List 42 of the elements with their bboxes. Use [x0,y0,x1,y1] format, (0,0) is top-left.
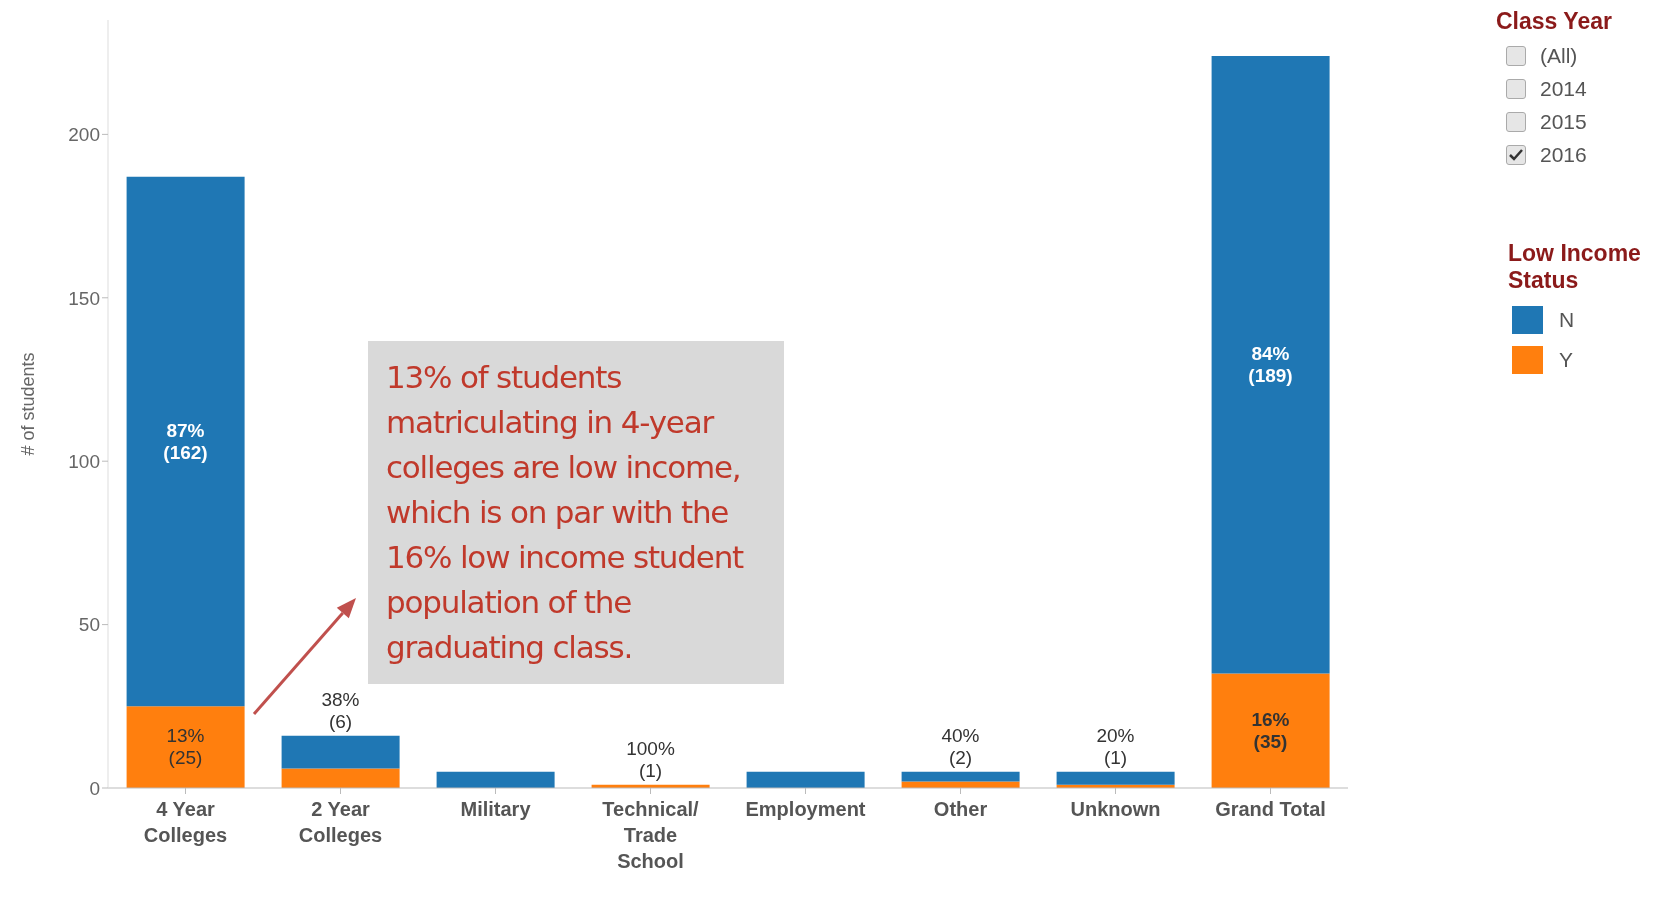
data-label: 100% (1) [626,737,675,781]
text: (All) [1540,44,1578,68]
bar [281,735,400,769]
x-tick-label: Technical/ Trade School [602,798,700,872]
data-label: 87% (162) [163,419,208,463]
x-tick-label: 2 Year Colleges [298,798,383,846]
y-tick-label: 0 [89,777,100,799]
legend-title: Low Income Status [1508,240,1642,294]
bar [1211,673,1330,788]
legend-label: N [1559,308,1575,332]
bar [901,781,1020,788]
bar [1056,771,1175,785]
data-label: 16% (35) [1251,708,1290,752]
data-label: 20% (1) [1096,724,1135,768]
x-tick-label: Other [933,798,988,820]
bar [126,176,245,707]
bar [281,768,400,788]
x-tick-label: Employment [745,798,866,820]
text: 2014 [1540,77,1587,101]
bar [746,771,865,788]
bar [436,771,555,788]
x-tick-label: Grand Total [1215,798,1326,820]
y-tick-label: 50 [78,614,100,636]
bar [1211,55,1330,674]
y-tick-label: 100 [68,450,100,472]
x-tick-label: Military [460,798,532,820]
text: 2016 [1540,143,1587,167]
data-label: 84% (189) [1248,342,1293,386]
bar [901,771,1020,782]
data-label: 38% (6) [321,688,360,732]
text: Class Year [1496,8,1613,35]
data-label: 13% (25) [166,725,205,769]
x-tick-label: Unknown [1070,798,1161,820]
x-tick-label: 4 Year Colleges [143,798,228,846]
legend-label: Y [1559,348,1574,372]
data-label: 40% (2) [941,724,980,768]
text: 2015 [1540,110,1587,134]
y-tick-label: 200 [68,124,100,146]
bar [126,706,245,788]
annotation: 13% of students matriculating in 4-year colleges are low income, which is on par with the 16% low income student population of the graduating class. [368,341,784,684]
y-tick-label: 150 [68,287,100,309]
y-axis-title: # of students [18,352,39,456]
